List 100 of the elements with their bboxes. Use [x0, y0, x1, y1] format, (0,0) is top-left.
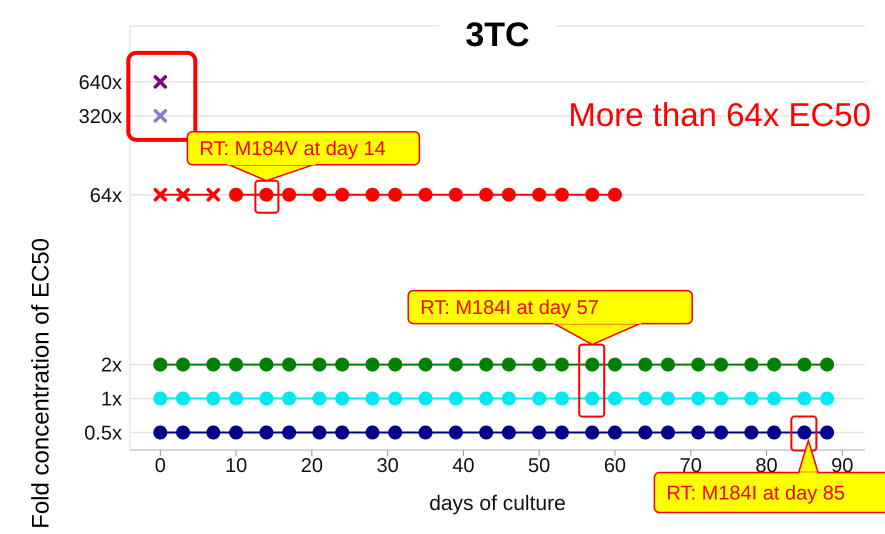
point	[154, 75, 168, 89]
point	[176, 426, 190, 440]
point	[479, 188, 494, 202]
y-tick-label: 2x	[100, 354, 122, 377]
point	[388, 392, 402, 406]
point	[418, 426, 433, 440]
x-axis-title: days of culture	[429, 492, 566, 515]
point	[176, 188, 190, 202]
y-tick-label: 320x	[78, 106, 122, 128]
point	[335, 392, 350, 406]
x-tick-label: 10	[224, 455, 248, 478]
point	[502, 426, 516, 440]
point	[153, 392, 168, 406]
point	[502, 188, 516, 202]
point	[744, 358, 758, 372]
chart-title: 3TC	[439, 12, 556, 58]
point	[767, 358, 782, 372]
point	[206, 358, 220, 372]
point	[554, 426, 569, 440]
point	[585, 426, 600, 440]
point	[767, 392, 782, 406]
x-tick-label: 70	[680, 455, 702, 478]
point	[714, 392, 728, 406]
point	[365, 426, 380, 440]
point	[532, 392, 546, 406]
point	[229, 392, 244, 406]
x-tick-label: 20	[300, 455, 323, 478]
point	[744, 392, 758, 406]
x-tick-label: 50	[528, 455, 550, 478]
annotation: RT: M184V at day 14	[199, 138, 386, 160]
point	[585, 392, 600, 406]
point	[229, 426, 244, 440]
point	[608, 188, 622, 202]
point	[418, 392, 433, 406]
point	[797, 358, 812, 372]
point	[638, 392, 652, 406]
point	[388, 188, 402, 202]
point	[479, 392, 494, 406]
point	[691, 358, 706, 372]
x-tick-label: 60	[604, 455, 626, 478]
point	[312, 358, 326, 372]
point	[660, 358, 675, 372]
point	[153, 426, 168, 440]
point	[744, 426, 758, 440]
point	[154, 109, 168, 123]
point	[312, 392, 326, 406]
point	[259, 426, 274, 440]
point	[282, 188, 296, 202]
point	[554, 392, 569, 406]
point	[820, 358, 834, 372]
point	[206, 426, 220, 440]
point	[229, 358, 244, 372]
y-tick-label: 0.5x	[84, 422, 122, 445]
point	[418, 358, 433, 372]
point	[585, 188, 600, 202]
point	[820, 426, 834, 440]
point	[418, 188, 433, 202]
point	[365, 392, 380, 406]
point	[388, 426, 402, 440]
point	[312, 426, 326, 440]
point	[365, 188, 380, 202]
point	[479, 358, 494, 372]
point	[282, 392, 296, 406]
point	[335, 426, 350, 440]
point	[532, 426, 546, 440]
point	[797, 392, 812, 406]
point	[448, 358, 463, 372]
y-axis-title: Fold concentration of EC50	[28, 238, 55, 529]
point	[638, 358, 652, 372]
point	[479, 426, 494, 440]
point	[660, 392, 675, 406]
point	[691, 392, 706, 406]
y-tick-label: 640x	[78, 72, 122, 94]
point	[335, 358, 350, 372]
point	[312, 188, 326, 202]
point	[532, 358, 546, 372]
point	[176, 358, 190, 372]
point	[365, 358, 380, 372]
point	[153, 358, 168, 372]
point	[714, 358, 728, 372]
point	[767, 426, 782, 440]
point	[660, 426, 675, 440]
x-tick-label: 40	[452, 455, 475, 478]
annotation: RT: M184I at day 85	[666, 482, 846, 505]
point	[820, 392, 834, 406]
point	[608, 392, 622, 406]
annotation: RT: M184I at day 57	[420, 297, 599, 320]
point	[206, 392, 220, 406]
point	[388, 358, 402, 372]
point	[714, 426, 728, 440]
point	[259, 358, 274, 372]
y-tick-label: 1x	[100, 388, 122, 411]
point	[691, 426, 706, 440]
point	[176, 392, 190, 406]
point	[448, 426, 463, 440]
point	[282, 358, 296, 372]
point	[206, 188, 220, 202]
point	[448, 188, 463, 202]
point	[154, 188, 168, 202]
point	[502, 358, 516, 372]
